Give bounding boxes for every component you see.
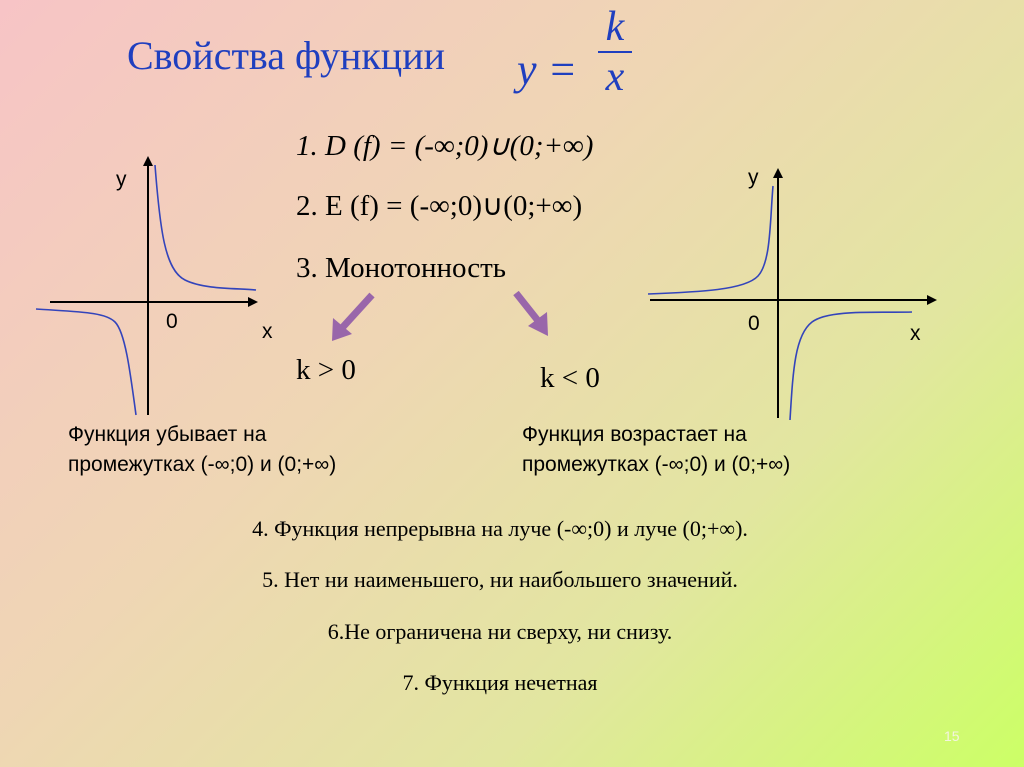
right-hyperbola-branch-q2 bbox=[647, 185, 774, 295]
left-y-label: y bbox=[116, 168, 127, 191]
increasing-text-line1: Функция возрастает на bbox=[522, 423, 747, 446]
property-continuity: 4. Функция непрерывна на луче (-∞;0) и л… bbox=[252, 516, 748, 541]
right-hyperbola-branch-q4 bbox=[789, 311, 913, 421]
property-domain: 1. D (f) = (-∞;0)∪(0;+∞) bbox=[296, 130, 594, 162]
case-k-positive: k > 0 bbox=[296, 354, 356, 386]
page-number: 15 bbox=[944, 728, 960, 744]
property-boundedness: 6.Не ограничена ни сверху, ни снизу. bbox=[327, 619, 673, 644]
right-origin-label: 0 bbox=[748, 312, 760, 335]
case-k-negative: k < 0 bbox=[540, 362, 600, 394]
increasing-text-line2: промежутках (-∞;0) и (0;+∞) bbox=[522, 453, 791, 476]
decreasing-text-line1: Функция убывает на bbox=[68, 423, 267, 446]
right-graph bbox=[647, 168, 937, 421]
right-x-label: x bbox=[910, 322, 921, 345]
left-hyperbola-branch-q1 bbox=[154, 164, 257, 291]
decreasing-text-line2: промежутках (-∞;0) и (0;+∞) bbox=[68, 453, 337, 476]
increasing-text: Функция возрастает на промежутках (-∞;0)… bbox=[522, 420, 790, 480]
right-y-label: y bbox=[748, 166, 759, 189]
left-x-label: x bbox=[262, 320, 273, 343]
formula-lhs: y = bbox=[517, 45, 578, 94]
arrow-k-negative bbox=[513, 290, 548, 336]
property-range: 2. E (f) = (-∞;0)∪(0;+∞) bbox=[296, 190, 583, 222]
property-odd: 7. Функция нечетная bbox=[402, 670, 598, 695]
formula-denominator: x bbox=[605, 54, 625, 100]
property-extrema: 5. Нет ни наименьшего, ни наибольшего зн… bbox=[262, 567, 738, 592]
arrow-k-positive bbox=[332, 292, 375, 341]
property-monotonicity: 3. Монотонность bbox=[296, 252, 507, 284]
formula-numerator: k bbox=[605, 4, 625, 50]
slide-title: Свойства функции bbox=[127, 33, 446, 78]
decreasing-text: Функция убывает на промежутках (-∞;0) и … bbox=[68, 420, 336, 480]
formula-fraction: k x bbox=[598, 4, 632, 100]
left-hyperbola-branch-q3 bbox=[35, 308, 137, 416]
left-origin-label: 0 bbox=[166, 310, 178, 333]
left-graph bbox=[35, 156, 258, 416]
